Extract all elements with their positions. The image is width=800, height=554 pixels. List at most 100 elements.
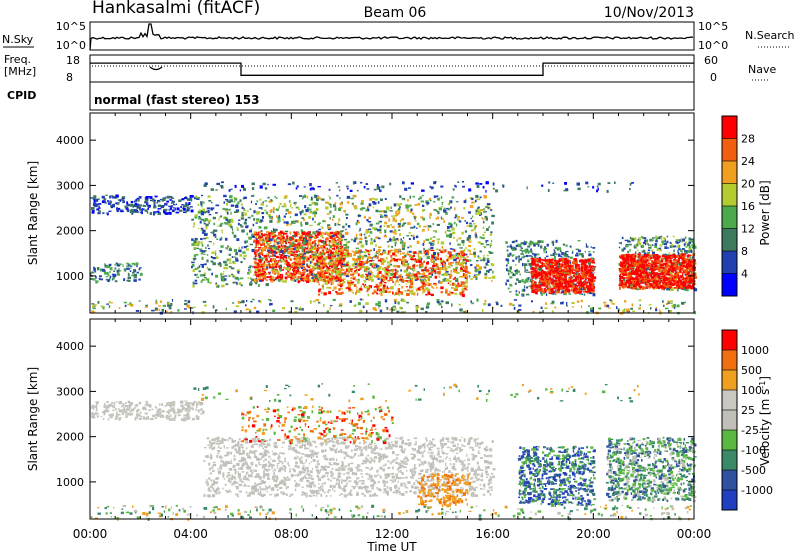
range-gate-cell: [267, 299, 271, 301]
range-gate-cell: [519, 243, 522, 246]
range-gate-cell: [681, 238, 685, 242]
range-gate-cell: [452, 254, 456, 259]
range-gate-cell: [122, 264, 124, 268]
range-gate-cell: [556, 289, 560, 292]
range-gate-cell: [564, 290, 567, 294]
range-gate-cell: [259, 259, 262, 263]
range-gate-cell: [538, 258, 541, 262]
range-gate-cell: [408, 266, 411, 269]
range-gate-cell: [374, 262, 376, 265]
range-gate-cell: [279, 259, 282, 262]
range-gate-cell: [368, 253, 371, 256]
range-gate-cell: [225, 307, 227, 311]
range-gate-cell: [229, 199, 233, 203]
range-gate-cell: [395, 279, 399, 283]
range-gate-cell: [348, 288, 351, 291]
range-gate-cell: [300, 266, 303, 269]
range-gate-cell: [305, 241, 308, 244]
range-gate-cell: [269, 271, 271, 274]
range-gate-cell: [261, 216, 264, 219]
range-gate-cell: [381, 274, 384, 278]
range-gate-cell: [483, 266, 485, 268]
range-gate-cell: [459, 258, 462, 260]
range-gate-cell: [303, 276, 306, 279]
range-gate-cell: [393, 259, 397, 261]
range-gate-cell: [191, 218, 194, 221]
range-gate-cell: [443, 260, 445, 263]
range-gate-cell: [307, 249, 310, 252]
range-gate-cell: [255, 253, 258, 257]
range-gate-cell: [253, 257, 257, 260]
range-gate-cell: [206, 266, 209, 270]
range-gate-cell: [190, 209, 194, 213]
range-gate-cell: [565, 254, 569, 257]
range-gate-cell: [334, 263, 337, 267]
range-gate-cell: [302, 263, 306, 266]
range-gate-cell: [231, 231, 234, 235]
range-gate-cell: [332, 237, 337, 240]
range-gate-cell: [350, 269, 353, 273]
range-gate-cell: [528, 263, 532, 266]
range-gate-cell: [267, 251, 270, 254]
range-gate-cell: [582, 275, 584, 278]
range-gate-cell: [309, 278, 311, 280]
range-gate-cell: [267, 271, 270, 274]
range-gate-cell: [180, 206, 182, 208]
range-gate-cell: [114, 264, 117, 266]
range-gate-cell: [243, 258, 246, 260]
range-gate-cell: [492, 263, 495, 267]
range-gate-cell: [435, 256, 437, 260]
range-gate-cell: [604, 304, 607, 308]
range-gate-cell: [138, 209, 142, 211]
range-gate-cell: [544, 259, 547, 261]
range-gate-cell: [305, 278, 308, 281]
range-gate-cell: [302, 218, 306, 221]
range-gate-cell: [362, 207, 366, 209]
range-gate-cell: [231, 228, 234, 231]
range-gate-cell: [450, 262, 454, 264]
range-gate-cell: [464, 285, 468, 288]
range-gate-cell: [450, 225, 453, 228]
range-gate-cell: [518, 255, 520, 258]
range-gate-cell: [327, 224, 331, 226]
range-gate-cell: [419, 196, 422, 200]
range-gate-cell: [409, 285, 412, 289]
range-gate-cell: [449, 200, 453, 204]
range-gate-cell: [565, 291, 569, 293]
range-gate-cell: [484, 277, 487, 280]
range-gate-cell: [584, 290, 589, 293]
range-gate-cell: [318, 290, 321, 293]
range-gate-cell: [215, 204, 220, 207]
range-gate-cell: [399, 195, 402, 198]
range-gate-cell: [366, 206, 370, 208]
range-gate-cell: [138, 199, 140, 202]
range-gate-cell: [393, 238, 397, 241]
range-gate-cell: [486, 260, 490, 263]
range-gate-cell: [202, 237, 207, 240]
range-gate-cell: [457, 243, 461, 246]
range-gate-cell: [322, 241, 325, 245]
range-gate-cell: [447, 252, 451, 255]
range-gate-cell: [370, 237, 373, 241]
range-gate-cell: [181, 198, 185, 201]
range-gate-cell: [334, 202, 337, 205]
range-gate-cell: [284, 246, 288, 248]
range-gate-cell: [290, 237, 294, 240]
range-gate-cell: [430, 249, 434, 251]
range-gate-cell: [376, 255, 379, 259]
range-gate-cell: [375, 285, 379, 288]
range-gate-cell: [576, 286, 579, 288]
range-gate-cell: [259, 263, 262, 267]
range-gate-cell: [554, 253, 558, 256]
range-gate-cell: [153, 201, 156, 204]
range-gate-cell: [209, 282, 212, 284]
range-gate-cell: [369, 263, 373, 266]
range-gate-cell: [535, 242, 539, 245]
range-gate-cell: [457, 216, 460, 219]
range-gate-cell: [265, 263, 269, 267]
range-gate-cell: [225, 209, 227, 213]
range-gate-cell: [260, 243, 263, 247]
range-gate-cell: [444, 230, 447, 234]
range-gate-cell: [261, 212, 265, 215]
range-gate-cell: [230, 220, 234, 223]
